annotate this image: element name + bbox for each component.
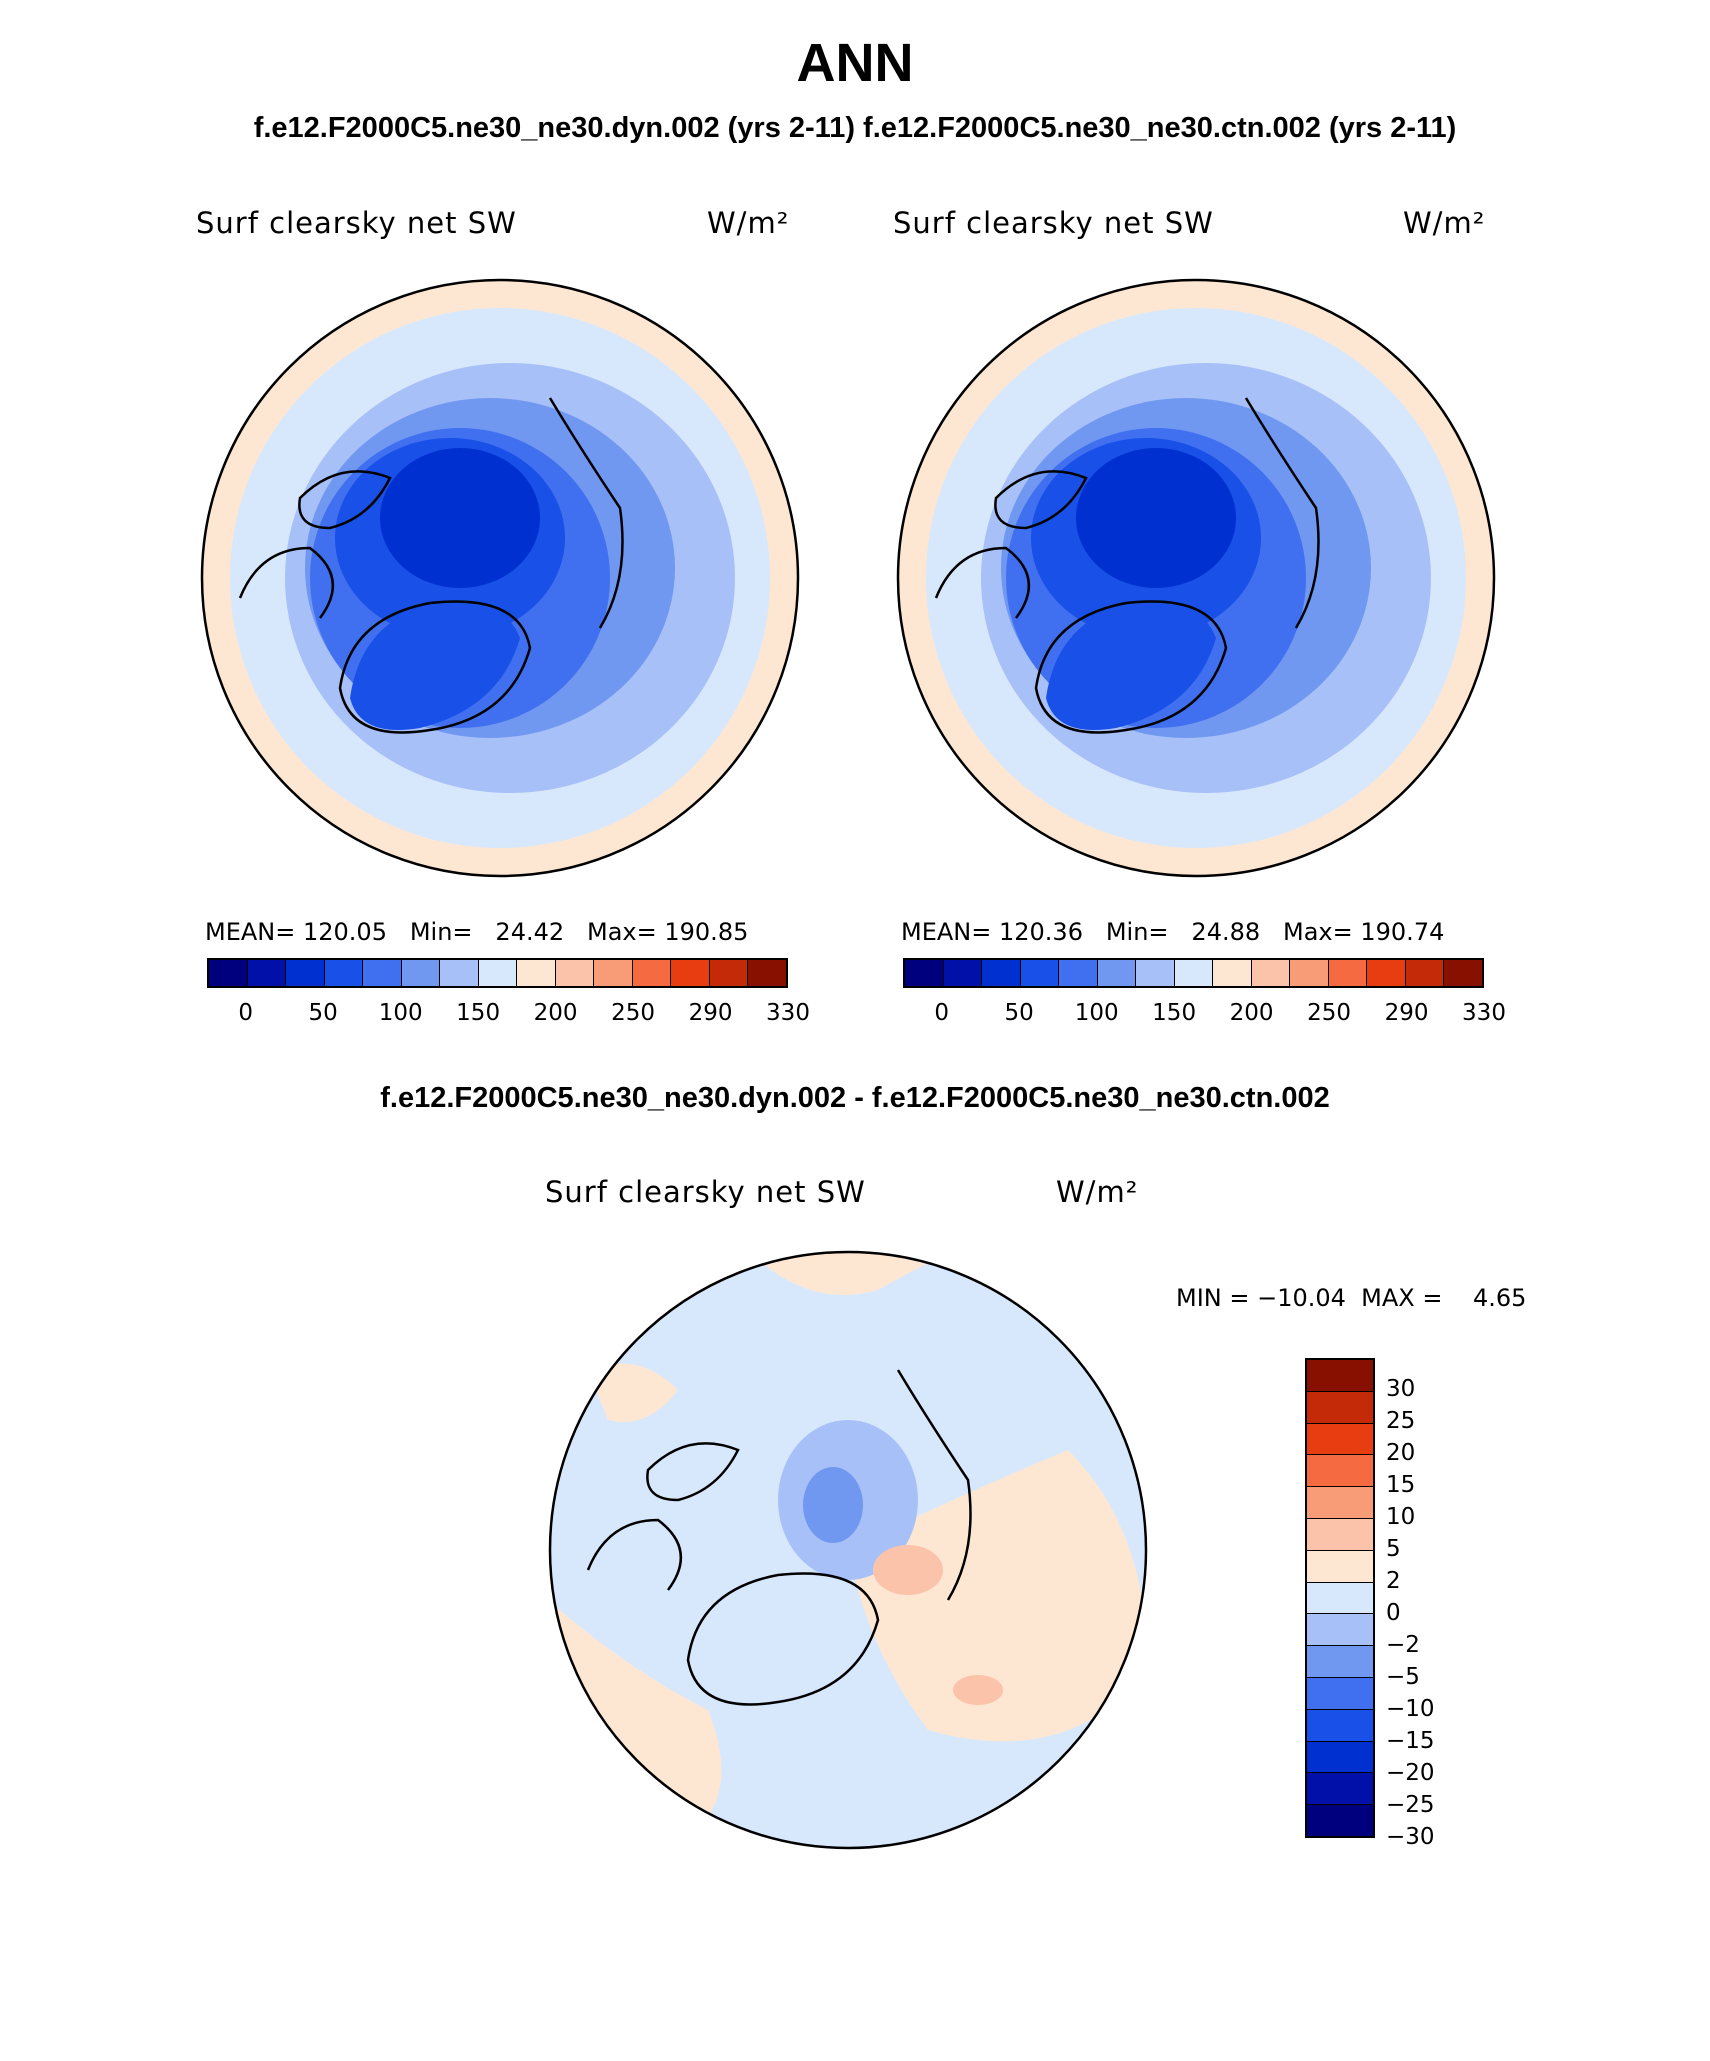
colorbar-swatch xyxy=(478,960,518,986)
colorbar-swatch xyxy=(1290,960,1329,986)
colorbar-tick-label: −10 xyxy=(1386,1696,1435,1722)
colorbar-tick-label: 330 xyxy=(1462,1000,1506,1026)
colorbar-swatch xyxy=(671,960,710,986)
colorbar-tick-label: 250 xyxy=(1307,1000,1352,1026)
colorbar-tick-label: 290 xyxy=(1384,1000,1429,1026)
colorbar-swatch xyxy=(1307,1677,1373,1710)
colorbar-tick-label: −2 xyxy=(1386,1632,1420,1658)
colorbar-tick-label: 30 xyxy=(1386,1376,1416,1402)
colorbar-tick-label: −30 xyxy=(1386,1824,1435,1850)
colorbar-swatch xyxy=(1307,1550,1373,1583)
colorbar-tick-label: 330 xyxy=(766,1000,810,1026)
colorbar-tick-label: 20 xyxy=(1386,1440,1416,1466)
colorbar-tick-label: 25 xyxy=(1386,1408,1416,1434)
panel1-variable-label: Surf clearsky net SW xyxy=(196,206,517,240)
colorbar-swatch xyxy=(1307,1391,1373,1424)
colorbar-swatch xyxy=(1405,960,1445,986)
colorbar-tick-label: 200 xyxy=(1229,1000,1274,1026)
colorbar-swatch xyxy=(1307,1773,1373,1806)
colorbar-swatch xyxy=(1059,960,1098,986)
colorbar-tick-label: 10 xyxy=(1386,1504,1416,1530)
colorbar-tick-label: 100 xyxy=(378,1000,423,1026)
panel2-polar-map xyxy=(896,278,1496,878)
colorbar-swatch xyxy=(1251,960,1291,986)
colorbar-swatch xyxy=(905,960,944,986)
colorbar-swatch xyxy=(1307,1518,1373,1551)
colorbar-swatch xyxy=(1328,960,1368,986)
colorbar-tick-label: −15 xyxy=(1386,1728,1435,1754)
colorbar-swatch xyxy=(286,960,325,986)
colorbar-tick-label: 250 xyxy=(611,1000,656,1026)
colorbar-swatch xyxy=(1307,1741,1373,1774)
colorbar-tick-label: 50 xyxy=(1004,1000,1034,1026)
colorbar-tick-label: 150 xyxy=(456,1000,501,1026)
colorbar-swatch xyxy=(401,960,441,986)
colorbar-swatch xyxy=(943,960,983,986)
colorbar-swatch xyxy=(1307,1455,1373,1488)
colorbar-swatch xyxy=(594,960,633,986)
colorbar-swatch xyxy=(1307,1614,1373,1647)
diff-variable-label: Surf clearsky net SW xyxy=(545,1175,866,1209)
main-title: ANN xyxy=(796,33,914,93)
diff-units-label: W/m² xyxy=(1056,1175,1139,1209)
colorbar-swatch xyxy=(1307,1360,1373,1392)
colorbar-swatch xyxy=(1213,960,1252,986)
colorbar-swatch xyxy=(1307,1646,1373,1678)
colorbar-swatch xyxy=(1097,960,1137,986)
panel1-stats: MEAN= 120.05 Min= 24.42 Max= 190.85 xyxy=(205,918,749,946)
colorbar-tick-label: 15 xyxy=(1386,1472,1416,1498)
colorbar-tick-label: 100 xyxy=(1074,1000,1119,1026)
top-subtitle: f.e12.F2000C5.ne30_ne30.dyn.002 (yrs 2-1… xyxy=(253,112,1457,144)
colorbar-tick-label: 150 xyxy=(1152,1000,1197,1026)
colorbar-swatch xyxy=(1174,960,1214,986)
colorbar-swatch xyxy=(247,960,287,986)
colorbar-tick-label: −5 xyxy=(1386,1664,1420,1690)
colorbar-swatch xyxy=(709,960,749,986)
colorbar-swatch xyxy=(1307,1487,1373,1519)
colorbar-tick-label: 200 xyxy=(533,1000,578,1026)
panel1-units-label: W/m² xyxy=(707,206,790,240)
colorbar-tick-label: −20 xyxy=(1386,1760,1435,1786)
colorbar-swatch xyxy=(324,960,364,986)
colorbar-swatch xyxy=(209,960,248,986)
colorbar-swatch xyxy=(517,960,556,986)
diff-subtitle: f.e12.F2000C5.ne30_ne30.dyn.002 - f.e12.… xyxy=(380,1082,1330,1114)
colorbar-swatch xyxy=(748,960,786,986)
colorbar-swatch xyxy=(632,960,672,986)
colorbar-swatch xyxy=(982,960,1021,986)
colorbar-tick-label: 290 xyxy=(688,1000,733,1026)
colorbar-tick-label: 2 xyxy=(1386,1568,1401,1594)
colorbar-swatch xyxy=(1307,1805,1373,1836)
colorbar-swatch xyxy=(440,960,479,986)
colorbar-tick-label: 0 xyxy=(238,1000,254,1026)
panel2-variable-label: Surf clearsky net SW xyxy=(893,206,1214,240)
panel1-colorbar xyxy=(207,958,788,988)
diff-colorbar xyxy=(1305,1358,1375,1838)
panel2-stats: MEAN= 120.36 Min= 24.88 Max= 190.74 xyxy=(901,918,1445,946)
colorbar-swatch xyxy=(1367,960,1406,986)
colorbar-swatch xyxy=(1444,960,1482,986)
colorbar-swatch xyxy=(1020,960,1060,986)
panel2-colorbar xyxy=(903,958,1484,988)
colorbar-swatch xyxy=(555,960,595,986)
colorbar-tick-label: 50 xyxy=(308,1000,338,1026)
panel1-polar-map xyxy=(200,278,800,878)
diff-stats: MIN = −10.04 MAX = 4.65 xyxy=(1176,1284,1527,1312)
colorbar-tick-label: 0 xyxy=(1386,1600,1401,1626)
colorbar-swatch xyxy=(363,960,402,986)
colorbar-tick-label: 0 xyxy=(934,1000,950,1026)
colorbar-swatch xyxy=(1307,1709,1373,1742)
colorbar-tick-label: −25 xyxy=(1386,1792,1435,1818)
panel2-units-label: W/m² xyxy=(1403,206,1486,240)
colorbar-swatch xyxy=(1307,1582,1373,1615)
colorbar-tick-label: 5 xyxy=(1386,1536,1401,1562)
diff-polar-map xyxy=(548,1250,1148,1850)
colorbar-swatch xyxy=(1307,1423,1373,1456)
colorbar-swatch xyxy=(1136,960,1175,986)
